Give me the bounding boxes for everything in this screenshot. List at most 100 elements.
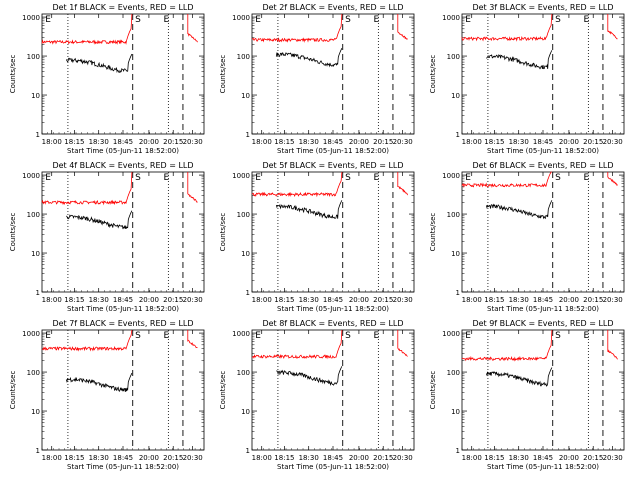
x-tick-label: 18:45 — [113, 138, 133, 146]
x-tick-label: 18:45 — [533, 454, 553, 462]
x-tick-label: 18:15 — [64, 454, 84, 462]
y-tick-label: 1 — [456, 131, 460, 139]
y-tick-label: 100 — [237, 369, 250, 377]
x-tick-label: 20:30 — [183, 454, 203, 462]
x-tick-label: 18:00 — [462, 138, 482, 146]
y-axis-label: Counts/sec — [219, 371, 227, 410]
event-marker-label: E — [255, 173, 261, 183]
events-series-line — [276, 200, 342, 218]
x-tick-label: 20:00 — [349, 296, 369, 304]
detector-rates-figure: Det 1f BLACK = Events, RED = LLD 1 10 100 10… — [0, 0, 640, 480]
x-tick-label: 18:30 — [89, 454, 109, 462]
y-tick-label: 1000 — [442, 14, 460, 22]
x-tick-label: 20:15 — [583, 138, 603, 146]
y-tick-label: 1000 — [22, 172, 40, 180]
event-marker-label: E — [584, 15, 590, 25]
event-marker-label: E — [164, 331, 170, 341]
y-tick-label: 1000 — [232, 172, 250, 180]
y-tick-label: 1 — [36, 131, 40, 139]
y-axis-label: Counts/sec — [429, 55, 437, 94]
event-marker-label: S — [135, 173, 141, 183]
events-series-line — [66, 54, 132, 72]
lld-series-line-late — [188, 172, 198, 202]
y-tick-label: 1 — [246, 131, 250, 139]
event-marker-label: S — [555, 15, 561, 25]
x-tick-label: 20:15 — [373, 296, 393, 304]
panel-title: Det 1f BLACK = Events, RED = LLD — [52, 3, 193, 12]
panel-title: Det 5f BLACK = Events, RED = LLD — [262, 161, 403, 170]
y-axis-label: Counts/sec — [429, 371, 437, 410]
events-series-line — [276, 48, 342, 66]
plot-frame — [42, 172, 204, 292]
events-series-line — [66, 373, 132, 392]
event-marker-label: E — [374, 173, 380, 183]
panel-title: Det 7f BLACK = Events, RED = LLD — [52, 319, 193, 328]
y-tick-label: 10 — [241, 92, 250, 100]
x-tick-label: 18:00 — [42, 454, 62, 462]
x-tick-label: 18:00 — [252, 296, 272, 304]
event-marker-label: E — [255, 15, 261, 25]
x-tick-label: 20:15 — [163, 296, 183, 304]
plot-frame — [252, 172, 414, 292]
y-tick-label: 10 — [241, 408, 250, 416]
y-tick-label: 100 — [27, 53, 40, 61]
x-tick-label: 20:00 — [559, 454, 579, 462]
y-axis-label: Counts/sec — [9, 371, 17, 410]
panel-title: Det 3f BLACK = Events, RED = LLD — [472, 3, 613, 12]
x-tick-label: 20:00 — [559, 138, 579, 146]
y-axis-label: Counts/sec — [9, 213, 17, 252]
y-tick-label: 10 — [451, 408, 460, 416]
x-tick-label: 18:00 — [252, 454, 272, 462]
x-tick-label: 18:45 — [323, 138, 343, 146]
x-tick-label: 20:30 — [183, 296, 203, 304]
y-tick-label: 1000 — [22, 330, 40, 338]
panel-title: Det 6f BLACK = Events, RED = LLD — [472, 161, 613, 170]
x-tick-label: 18:30 — [509, 138, 529, 146]
x-axis-label: Start Time (05-Jun-11 18:52:00) — [277, 147, 389, 155]
y-axis-label: Counts/sec — [429, 213, 437, 252]
y-tick-label: 10 — [451, 92, 460, 100]
x-tick-label: 18:30 — [89, 138, 109, 146]
x-tick-label: 18:15 — [274, 138, 294, 146]
x-axis-label: Start Time (05-Jun-11 18:52:00) — [277, 305, 389, 313]
y-tick-label: 1 — [36, 289, 40, 297]
y-tick-label: 100 — [447, 369, 460, 377]
y-tick-label: 10 — [31, 250, 40, 258]
lld-series-line — [462, 14, 552, 40]
x-tick-label: 20:30 — [603, 138, 623, 146]
x-axis-label: Start Time (05-Jun-11 18:52:00) — [67, 463, 179, 471]
x-axis-label: Start Time (05-Jun-11 18:52:00) — [67, 147, 179, 155]
x-axis-label: Start Time (05-Jun-11 18:52:00) — [487, 147, 599, 155]
event-marker-label: E — [45, 331, 51, 341]
panel-title: Det 8f BLACK = Events, RED = LLD — [262, 319, 403, 328]
events-series-line — [276, 366, 342, 385]
x-tick-label: 18:15 — [484, 454, 504, 462]
x-tick-label: 18:30 — [299, 454, 319, 462]
events-series-line — [66, 211, 132, 229]
y-tick-label: 1000 — [442, 172, 460, 180]
event-marker-label: S — [555, 331, 561, 341]
y-tick-label: 100 — [27, 369, 40, 377]
x-tick-label: 18:30 — [89, 296, 109, 304]
plot-frame — [42, 14, 204, 134]
x-tick-label: 18:30 — [299, 296, 319, 304]
lld-series-line — [252, 172, 342, 196]
y-tick-label: 100 — [237, 211, 250, 219]
event-marker-label: S — [555, 173, 561, 183]
event-marker-label: S — [345, 173, 351, 183]
x-tick-label: 18:30 — [299, 138, 319, 146]
lld-series-line — [462, 172, 552, 187]
y-tick-label: 100 — [237, 53, 250, 61]
event-marker-label: E — [465, 173, 471, 183]
x-tick-label: 20:15 — [163, 454, 183, 462]
x-tick-label: 18:15 — [64, 296, 84, 304]
y-axis-label: Counts/sec — [219, 213, 227, 252]
x-axis-label: Start Time (05-Jun-11 18:52:00) — [277, 463, 389, 471]
x-tick-label: 18:45 — [113, 454, 133, 462]
x-tick-label: 18:15 — [274, 296, 294, 304]
plot-frame — [252, 14, 414, 134]
lld-series-line-late — [188, 14, 198, 42]
x-tick-label: 20:15 — [373, 138, 393, 146]
x-tick-label: 20:15 — [163, 138, 183, 146]
x-tick-label: 20:15 — [373, 454, 393, 462]
